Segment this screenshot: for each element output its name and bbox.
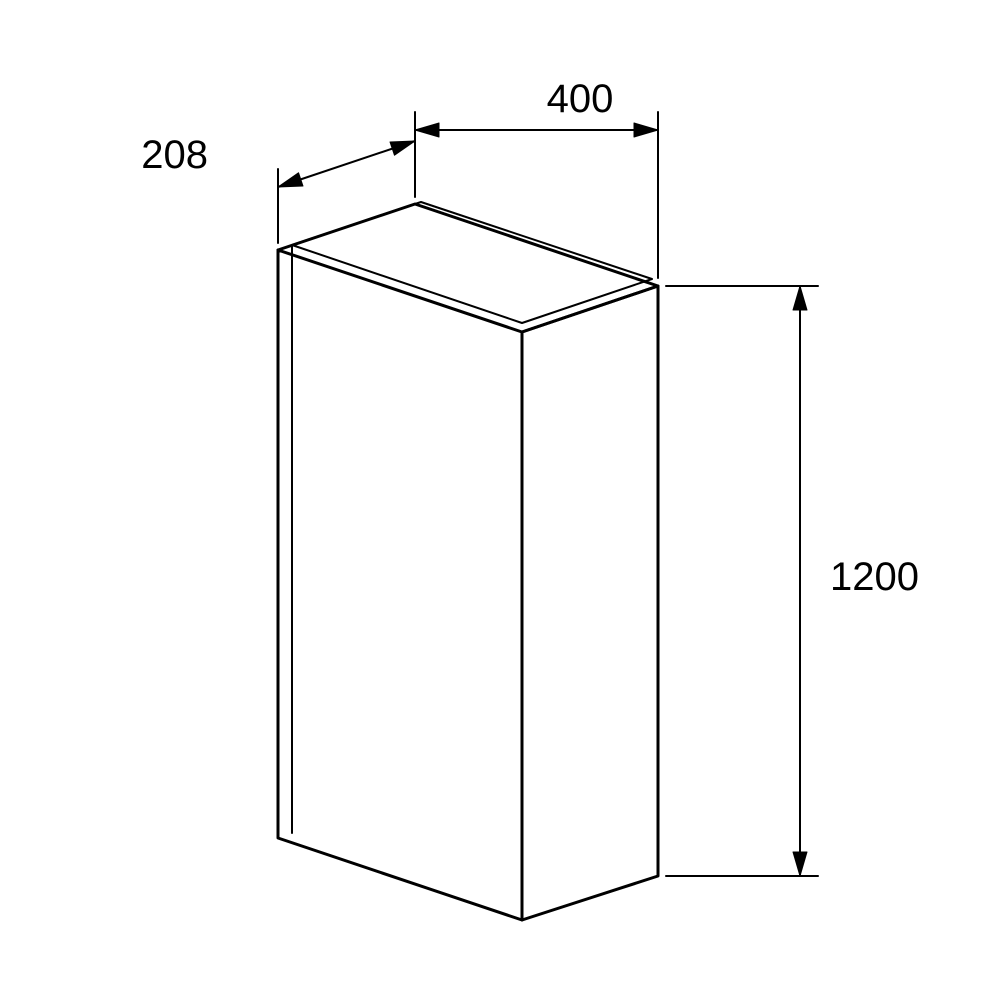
- svg-text:1200: 1200: [830, 555, 919, 599]
- technical-drawing: 400 208 1200: [0, 0, 1000, 1000]
- svg-text:208: 208: [141, 133, 208, 177]
- svg-text:400: 400: [547, 77, 614, 121]
